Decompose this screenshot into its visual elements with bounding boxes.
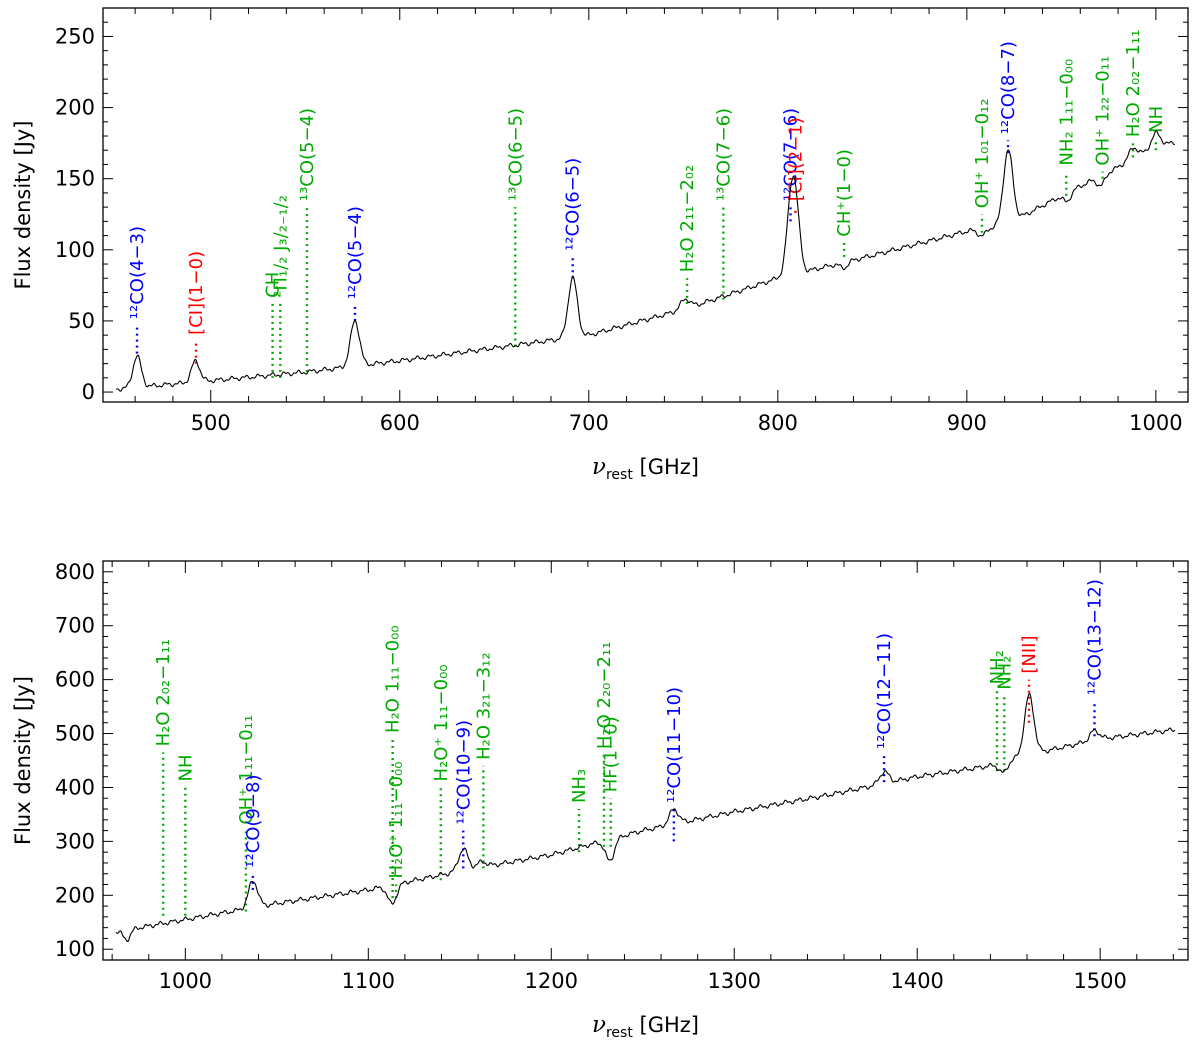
spectrum-line — [115, 692, 1176, 942]
y-tick-label: 800 — [55, 560, 95, 584]
line-label: H₂O⁺ 1₁₁−0₀₀ — [386, 762, 407, 879]
line-label: [NII] — [1019, 635, 1040, 673]
y-tick-label: 250 — [55, 24, 95, 48]
y-tick-label: 600 — [55, 668, 95, 692]
x-tick-label: 1000 — [1129, 411, 1182, 435]
y-tick-label: 0 — [82, 380, 95, 404]
y-tick-label: 300 — [55, 829, 95, 853]
y-tick-label: 400 — [55, 775, 95, 799]
line-label: CH⁺(1−0) — [834, 149, 855, 237]
line-label: NH₂ 1₁₁−0₀₀ — [1056, 59, 1077, 166]
line-label: ¹³CO(5−4) — [297, 108, 318, 201]
line-label: HF(1−0) — [601, 716, 622, 792]
line-label: NH — [175, 754, 196, 781]
spectrum-line — [116, 130, 1175, 392]
line-label: H₂O 2₂₀−2₁₁ — [594, 642, 615, 750]
y-tick-label: 150 — [55, 167, 95, 191]
x-tick-label: 700 — [569, 411, 609, 435]
line-label: ¹³CO(6−5) — [505, 108, 526, 201]
line-label: NH — [1146, 106, 1167, 133]
line-label: H₂O 2₀₂−1₁₁ — [1123, 30, 1144, 138]
line-label: H₂O⁺ 1₁₁−0₀₀ — [431, 664, 452, 781]
line-label: [CI](1−0) — [186, 251, 207, 335]
line-label: NH₂ — [994, 656, 1015, 690]
line-label: ¹²CO(4−3) — [127, 226, 148, 319]
x-tick-label: 1100 — [342, 969, 395, 993]
x-tick-label: 900 — [947, 411, 987, 435]
y-tick-label: 100 — [55, 937, 95, 961]
line-label: OH⁺ 1₁₁−0₁₁ — [236, 715, 257, 825]
x-tick-label: 1200 — [525, 969, 578, 993]
line-label: ²Π₁/₂ J₃/₂₋₁/₂ — [270, 195, 291, 298]
line-label: H₂O 3₂₁−3₁₂ — [473, 652, 494, 760]
y-tick-label: 50 — [68, 309, 95, 333]
upper-spectrum-panel: 0 50 100 150 200 250 500 600 700 800 900 1000 Flux d… — [11, 7, 1189, 483]
line-label: ¹²CO(10−9) — [453, 720, 474, 825]
line-label: ¹³CO(7−6) — [713, 108, 734, 201]
x-tick-label: 1000 — [159, 969, 212, 993]
x-axis-label: νrest [GHz] — [592, 1012, 699, 1040]
x-axis-label: νrest [GHz] — [592, 454, 699, 483]
y-tick-label: 500 — [55, 722, 95, 746]
y-tick-label: 200 — [55, 96, 95, 120]
line-label: ¹²CO(11−10) — [664, 687, 685, 803]
lower-spectrum-panel: 100 200 300 400 500 600 700 800 1000 1100 1200 1300… — [11, 560, 1189, 1040]
x-tick-label: 1500 — [1073, 969, 1126, 993]
x-tick-label: 1400 — [890, 969, 943, 993]
line-label: CH — [263, 272, 284, 298]
line-label: NH₃ — [569, 769, 590, 803]
line-label: H₂O 2₀₂−1₁₁ — [153, 639, 174, 747]
line-label: OH⁺ 1₂₂−0₁₁ — [1093, 56, 1114, 166]
line-label: OH⁺ 1₀₁−0₁₂ — [972, 98, 993, 208]
line-label: H₂O 2₁₁−2₀₂ — [677, 165, 698, 273]
line-label: ¹²CO(5−4) — [345, 206, 366, 299]
x-tick-label: 1300 — [708, 969, 761, 993]
x-tick-label: 800 — [758, 411, 798, 435]
line-label: H₂O 1₁₁−0₀₀ — [383, 625, 404, 733]
y-tick-label: 700 — [55, 614, 95, 638]
x-tick-label: 500 — [191, 411, 231, 435]
plot-frame — [102, 7, 1189, 403]
line-label: ¹²CO(8−7) — [998, 41, 1019, 134]
line-label: NH₂ — [987, 650, 1008, 684]
line-label: ¹²CO(7−6) — [780, 108, 801, 201]
x-tick-label: 600 — [380, 411, 420, 435]
plot-frame — [102, 560, 1189, 961]
y-axis-label: Flux density [Jy] — [11, 676, 35, 845]
y-tick-label: 100 — [55, 238, 95, 262]
line-label: ¹²CO(13−12) — [1085, 579, 1106, 695]
line-label: ¹²CO(12−11) — [874, 633, 895, 749]
y-axis-label: Flux density [Jy] — [11, 120, 35, 289]
line-label: ¹²CO(9−8) — [243, 775, 264, 868]
line-label: [CI](2−1) — [785, 117, 806, 201]
line-label: ¹²CO(6−5) — [563, 158, 584, 251]
y-tick-label: 200 — [55, 883, 95, 907]
